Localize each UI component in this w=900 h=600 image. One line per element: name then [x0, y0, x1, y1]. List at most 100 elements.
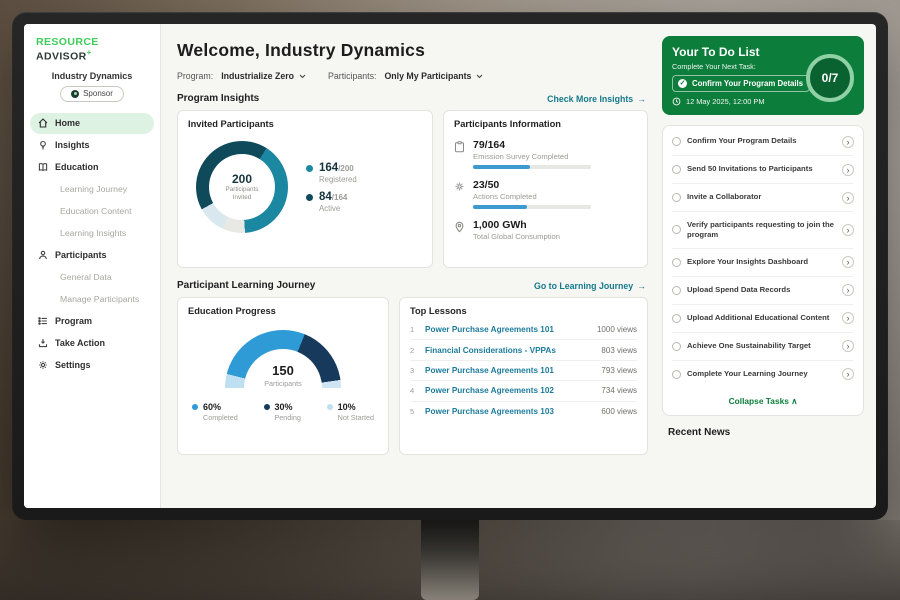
- invited-participants-card: Invited Participants 200 Participants In…: [177, 110, 433, 268]
- program-select[interactable]: Industrialize Zero: [221, 71, 306, 81]
- stat-actions-completed: 23/50 Actions Completed: [454, 179, 637, 209]
- sidebar-item-program[interactable]: Program: [30, 311, 154, 332]
- collapse-caret-icon: ∧: [791, 395, 798, 406]
- gear-icon: [39, 361, 47, 369]
- task-checkbox[interactable]: [672, 165, 681, 174]
- task-chevron-icon[interactable]: ›: [842, 135, 854, 148]
- task-checkbox[interactable]: [672, 193, 681, 202]
- sidebar-item-take-action[interactable]: Take Action: [30, 333, 154, 354]
- task-checkbox[interactable]: [672, 285, 681, 295]
- task-checkbox[interactable]: [672, 369, 681, 379]
- arrow-right-icon: →: [637, 93, 646, 104]
- todo-due-date: 12 May 2025, 12:00 PM: [672, 97, 854, 106]
- sidebar-item-settings[interactable]: Settings: [30, 355, 154, 376]
- education-progress-card: Education Progress 150 Participants 60%: [177, 297, 389, 455]
- sidebar-item-home[interactable]: Home: [30, 112, 154, 134]
- main-content: Welcome, Industry Dynamics Program: Indu…: [161, 24, 660, 508]
- program-insights-cards: Invited Participants 200 Participants In…: [177, 110, 648, 268]
- donut-center-value: 200: [231, 172, 253, 187]
- task-chevron-icon[interactable]: ›: [842, 368, 854, 381]
- emission-survey-progressbar: [473, 165, 591, 169]
- sidebar-nav: Home Insights Education Learning Journey: [24, 110, 160, 379]
- stat-emission-survey: 79/164 Emission Survey Completed: [454, 139, 637, 169]
- invited-participants-donut-chart: 200 Participants Invited: [196, 141, 288, 233]
- legend-active: 84/164 Active: [306, 191, 357, 213]
- sidebar-item-learning-journey[interactable]: Learning Journey: [60, 184, 128, 194]
- check-icon: ✓: [678, 79, 687, 88]
- task-chevron-icon[interactable]: ›: [842, 312, 854, 325]
- lesson-link[interactable]: Financial Considerations - VPPAs: [425, 345, 556, 355]
- todo-next-task[interactable]: ✓ Confirm Your Program Details: [672, 75, 810, 92]
- sidebar-item-education-content[interactable]: Education Content: [60, 206, 132, 216]
- task-row-send-invitations[interactable]: Send 50 Invitations to Participants ›: [672, 156, 854, 184]
- task-chevron-icon[interactable]: ›: [842, 163, 854, 176]
- gauge-center-label: Participants: [264, 379, 302, 388]
- lesson-row: 1 Power Purchase Agreements 101 1000 vie…: [410, 320, 637, 341]
- participants-information-card: Participants Information 79/164 Emission…: [443, 110, 648, 268]
- sidebar-item-education[interactable]: Education: [30, 157, 154, 178]
- lesson-row: 4 Power Purchase Agreements 102 734 view…: [410, 381, 637, 402]
- task-chevron-icon[interactable]: ›: [842, 191, 854, 204]
- task-chevron-icon[interactable]: ›: [842, 223, 854, 236]
- task-checkbox[interactable]: [672, 257, 681, 267]
- sidebar-item-insights[interactable]: Insights: [30, 135, 154, 156]
- lesson-link[interactable]: Power Purchase Agreements 101: [425, 325, 554, 335]
- completed-dot: [192, 404, 198, 410]
- lesson-row: 3 Power Purchase Agreements 101 793 view…: [410, 361, 637, 382]
- actions-gear-icon: [455, 182, 464, 191]
- task-row-explore-insights[interactable]: Explore Your Insights Dashboard ›: [672, 249, 854, 277]
- sidebar-item-manage-participants[interactable]: Manage Participants: [60, 294, 140, 304]
- task-chevron-icon[interactable]: ›: [842, 256, 854, 269]
- sidebar-item-participants[interactable]: Participants: [30, 245, 154, 266]
- donut-legend: 164/200 Registered 84/164 Active: [306, 155, 357, 220]
- donut-center-label: Participants Invited: [225, 186, 259, 201]
- page-title: Welcome, Industry Dynamics: [177, 40, 426, 60]
- task-row-invite-collaborator[interactable]: Invite a Collaborator ›: [672, 184, 854, 212]
- task-chevron-icon[interactable]: ›: [842, 340, 854, 353]
- legend-completed: 60% Completed: [192, 402, 238, 422]
- active-dot: [306, 193, 313, 201]
- education-progress-gauge-chart: 150 Participants: [225, 330, 341, 388]
- go-to-learning-journey-link[interactable]: Go to Learning Journey →: [533, 280, 646, 291]
- todo-progress-ring: 0/7: [806, 54, 854, 102]
- participants-information-title: Participants Information: [454, 119, 561, 129]
- task-checkbox[interactable]: [672, 225, 681, 235]
- chevron-down-icon: [477, 74, 483, 78]
- not-started-dot: [326, 404, 333, 410]
- lesson-link[interactable]: Power Purchase Agreements 101: [425, 365, 554, 375]
- task-chevron-icon[interactable]: ›: [842, 284, 854, 297]
- brand-logo: RESOURCE ADVISOR+: [24, 24, 160, 67]
- task-row-upload-spend-data[interactable]: Upload Spend Data Records ›: [672, 277, 854, 305]
- task-row-upload-educational-content[interactable]: Upload Additional Educational Content ›: [672, 305, 854, 333]
- education-progress-title: Education Progress: [188, 306, 276, 316]
- lesson-link[interactable]: Power Purchase Agreements 103: [425, 406, 554, 416]
- list-icon: [38, 317, 47, 325]
- participants-select[interactable]: Only My Participants: [384, 71, 483, 81]
- monitor-bezel: RESOURCE ADVISOR+ Industry Dynamics Spon…: [12, 12, 888, 520]
- check-more-insights-link[interactable]: Check More Insights →: [547, 93, 646, 104]
- task-checkbox[interactable]: [672, 137, 681, 146]
- program-insights-title: Program Insights: [177, 93, 260, 104]
- home-icon: [38, 118, 48, 128]
- task-row-confirm-program[interactable]: Confirm Your Program Details ›: [672, 128, 854, 156]
- sidebar-item-general-data[interactable]: General Data: [60, 272, 112, 282]
- todo-subtitle: Complete Your Next Task:: [672, 62, 756, 71]
- sidebar-item-learning-insights[interactable]: Learning Insights: [60, 228, 127, 238]
- collapse-tasks-link[interactable]: Collapse Tasks ∧: [728, 395, 798, 406]
- registered-dot: [306, 164, 313, 172]
- clock-icon: [672, 97, 681, 106]
- lesson-link[interactable]: Power Purchase Agreements 102: [425, 386, 554, 396]
- legend-registered: 164/200 Registered: [306, 162, 357, 184]
- learning-journey-cards: Education Progress 150 Participants 60%: [177, 297, 648, 455]
- task-checkbox[interactable]: [672, 341, 681, 351]
- program-filter-label: Program:: [177, 71, 214, 81]
- recent-news-title: Recent News: [668, 426, 731, 438]
- task-row-verify-participants[interactable]: Verify participants requesting to join t…: [672, 212, 854, 249]
- filters-bar: Program: Industrialize Zero Participants…: [177, 71, 648, 81]
- lesson-row: 5 Power Purchase Agreements 103 600 view…: [410, 406, 637, 416]
- task-row-complete-learning-journey[interactable]: Complete Your Learning Journey ›: [672, 361, 854, 388]
- task-row-achieve-target[interactable]: Achieve One Sustainability Target ›: [672, 333, 854, 361]
- task-checkbox[interactable]: [672, 313, 681, 323]
- monitor-stand: [421, 518, 479, 600]
